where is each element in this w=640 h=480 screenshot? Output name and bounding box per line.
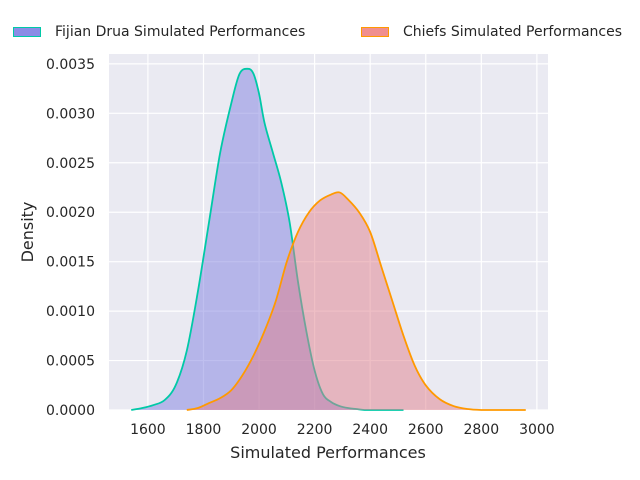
x-tick-label: 2600 (408, 422, 444, 438)
legend-item-chiefs[interactable]: Chiefs Simulated Performances (361, 22, 622, 42)
y-tick-label: 0.0015 (46, 255, 95, 271)
x-tick-labels: 1600 1800 2000 2200 2400 2600 2800 3000 (130, 422, 555, 438)
x-axis-label: Simulated Performances (230, 443, 426, 462)
density-line-chiefs (186, 191, 526, 411)
x-tick-label: 2400 (352, 422, 388, 438)
x-tick-label: 2200 (297, 422, 333, 438)
y-tick-label: 0.0020 (46, 205, 95, 221)
legend-swatch-fijian-drua (13, 27, 41, 37)
x-tick-label: 1600 (130, 422, 166, 438)
y-tick-label: 0.0030 (46, 106, 95, 122)
legend: Fijian Drua Simulated Performances Chief… (0, 22, 640, 42)
density-area-chiefs (186, 192, 526, 410)
y-tick-label: 0.0010 (46, 304, 95, 320)
legend-item-fijian-drua[interactable]: Fijian Drua Simulated Performances (13, 22, 305, 42)
x-tick-label: 3000 (519, 422, 555, 438)
y-tick-label: 0.0005 (46, 354, 95, 370)
legend-swatch-chiefs (361, 27, 389, 37)
y-tick-label: 0.0025 (46, 156, 95, 172)
y-tick-labels: 0.0000 0.0005 0.0010 0.0015 0.0020 0.0025 0.00… (46, 57, 95, 419)
density-area-fijian-drua (131, 68, 404, 411)
x-tick-label: 2000 (241, 422, 277, 438)
y-tick-label: 0.0000 (46, 403, 95, 419)
y-tick-label: 0.0035 (46, 57, 95, 73)
legend-label-chiefs: Chiefs Simulated Performances (403, 24, 623, 40)
legend-label-fijian-drua: Fijian Drua Simulated Performances (55, 24, 306, 40)
x-tick-label: 2800 (463, 422, 499, 438)
x-tick-label: 1800 (186, 422, 222, 438)
y-axis-label: Density (18, 202, 37, 263)
series-layer (131, 67, 526, 411)
